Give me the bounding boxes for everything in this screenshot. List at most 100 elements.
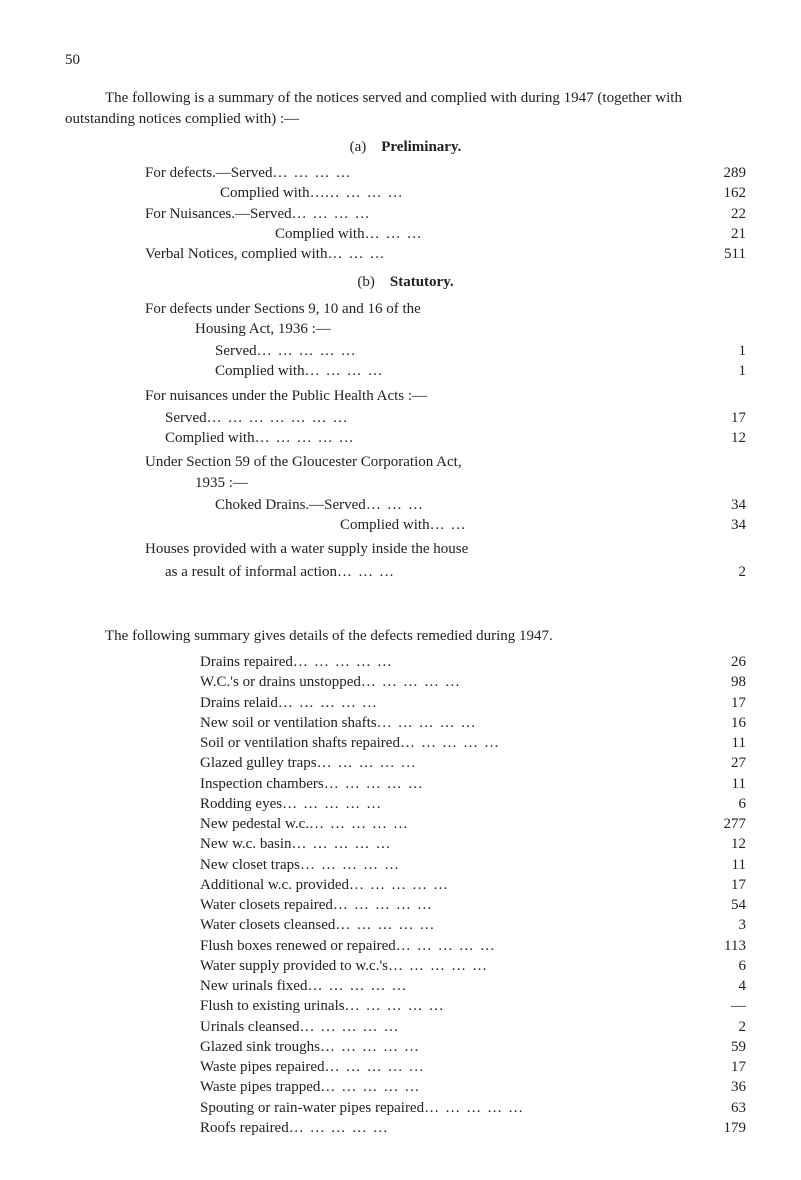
defect-row: Glazed gulley traps……………27 [65,753,746,773]
dots: …………… [317,753,696,773]
para-line: 1935 :— [145,473,746,493]
dots: …………… [424,1098,696,1118]
dots: …………… [282,794,696,814]
entry-label: Waste pipes trapped [200,1077,320,1097]
dots: …………… [325,1057,696,1077]
stat-para-2: For nuisances under the Public Health Ac… [65,386,746,406]
entry-value: 17 [696,693,746,713]
entry-value: 27 [696,753,746,773]
dots: ……… [365,224,696,244]
defect-row: Additional w.c. provided……………17 [65,875,746,895]
entry-value: 16 [696,713,746,733]
entry-label: Verbal Notices, complied with [145,244,327,264]
entry-label: Complied with [340,515,430,535]
dots: …………… [349,875,696,895]
entry-label: Served [165,408,207,428]
entry-label: Inspection chambers [200,774,324,794]
entry-value: 11 [696,855,746,875]
entry-value: 277 [696,814,746,834]
verbal-row: Verbal Notices, complied with ……… 511 [65,244,746,264]
entry-label: as a result of informal action [165,562,337,582]
defect-row: Flush to existing urinals……………— [65,996,746,1016]
entry-value: — [696,996,746,1016]
para-line: Houses provided with a water supply insi… [145,539,746,559]
stat-complied-2: Complied with …………… 12 [65,428,746,448]
para-line: Under Section 59 of the Gloucester Corpo… [145,452,746,472]
section-b-title: Statutory. [390,274,454,290]
entry-value: 59 [696,1037,746,1057]
stat-para-4: Houses provided with a water supply insi… [65,539,746,559]
dots: …………… [320,1077,696,1097]
dots: ………… [292,204,696,224]
choked-complied-row: Complied with …… 34 [65,515,746,535]
entry-label: For defects.—Served [145,163,272,183]
entry-label: Complied with… [220,183,325,203]
entry-label: Spouting or rain-water pipes repaired [200,1098,424,1118]
stat-complied-1: Complied with ………… 1 [65,361,746,381]
entry-value: 6 [696,956,746,976]
entry-label: New pedestal w.c. [200,814,309,834]
dots: ………… [325,183,696,203]
dots: …………… [309,814,696,834]
entry-value: 179 [696,1118,746,1138]
entry-value: 2 [696,562,746,582]
entry-label: Soil or ventilation shafts repaired [200,733,400,753]
entry-label: New closet traps [200,855,300,875]
dots: …… [430,515,696,535]
defect-row: Water supply provided to w.c.'s……………6 [65,956,746,976]
entry-value: 12 [696,834,746,854]
entry-label: Water closets cleansed [200,915,335,935]
entry-label: Flush boxes renewed or repaired [200,936,396,956]
entry-value: 54 [696,895,746,915]
entry-value: 34 [696,495,746,515]
dots: …………… [307,976,696,996]
entry-label: Drains repaired [200,652,293,672]
dots: ………………… [207,408,696,428]
defect-row: Soil or ventilation shafts repaired……………… [65,733,746,753]
entry-label: Rodding eyes [200,794,282,814]
entry-label: Glazed gulley traps [200,753,317,773]
nuisances-served-row: For Nuisances.—Served ………… 22 [65,204,746,224]
entry-value: 12 [696,428,746,448]
dots: …………… [333,895,696,915]
defects-list: Drains repaired……………26W.C.'s or drains u… [65,652,746,1138]
defect-row: Rodding eyes……………6 [65,794,746,814]
defect-row: Waste pipes repaired……………17 [65,1057,746,1077]
defects-complied-row: Complied with… ………… 162 [65,183,746,203]
entry-label: Complied with [275,224,365,244]
dots: ……… [337,562,696,582]
dots: …………… [324,774,696,794]
entry-value: 22 [696,204,746,224]
entry-label: Drains relaid [200,693,278,713]
dots: …………… [388,956,696,976]
entry-label: Water closets repaired [200,895,333,915]
entry-value: 11 [696,774,746,794]
defect-row: Water closets repaired……………54 [65,895,746,915]
dots: …………… [345,996,696,1016]
entry-label: Waste pipes repaired [200,1057,325,1077]
entry-value: 21 [696,224,746,244]
dots: …………… [292,834,696,854]
defect-row: Spouting or rain-water pipes repaired………… [65,1098,746,1118]
entry-label: For Nuisances.—Served [145,204,292,224]
choked-served-row: Choked Drains.—Served ……… 34 [65,495,746,515]
defect-row: New pedestal w.c.……………277 [65,814,746,834]
defect-row: W.C.'s or drains unstopped……………98 [65,672,746,692]
dots: …………… [289,1118,696,1138]
dots: …………… [300,855,696,875]
dots: …………… [335,915,696,935]
stat-para-3: Under Section 59 of the Gloucester Corpo… [65,452,746,493]
entry-value: 2 [696,1017,746,1037]
entry-value: 1 [696,361,746,381]
defect-row: Waste pipes trapped……………36 [65,1077,746,1097]
stat-served-1: Served …………… 1 [65,341,746,361]
entry-value: 17 [696,1057,746,1077]
dots: …………… [320,1037,696,1057]
entry-value: 4 [696,976,746,996]
defects-served-row: For defects.—Served ………… 289 [65,163,746,183]
entry-value: 98 [696,672,746,692]
dots: …………… [361,672,696,692]
defect-row: Drains relaid……………17 [65,693,746,713]
defect-row: New urinals fixed……………4 [65,976,746,996]
section-a-heading: (a) Preliminary. [65,137,746,157]
